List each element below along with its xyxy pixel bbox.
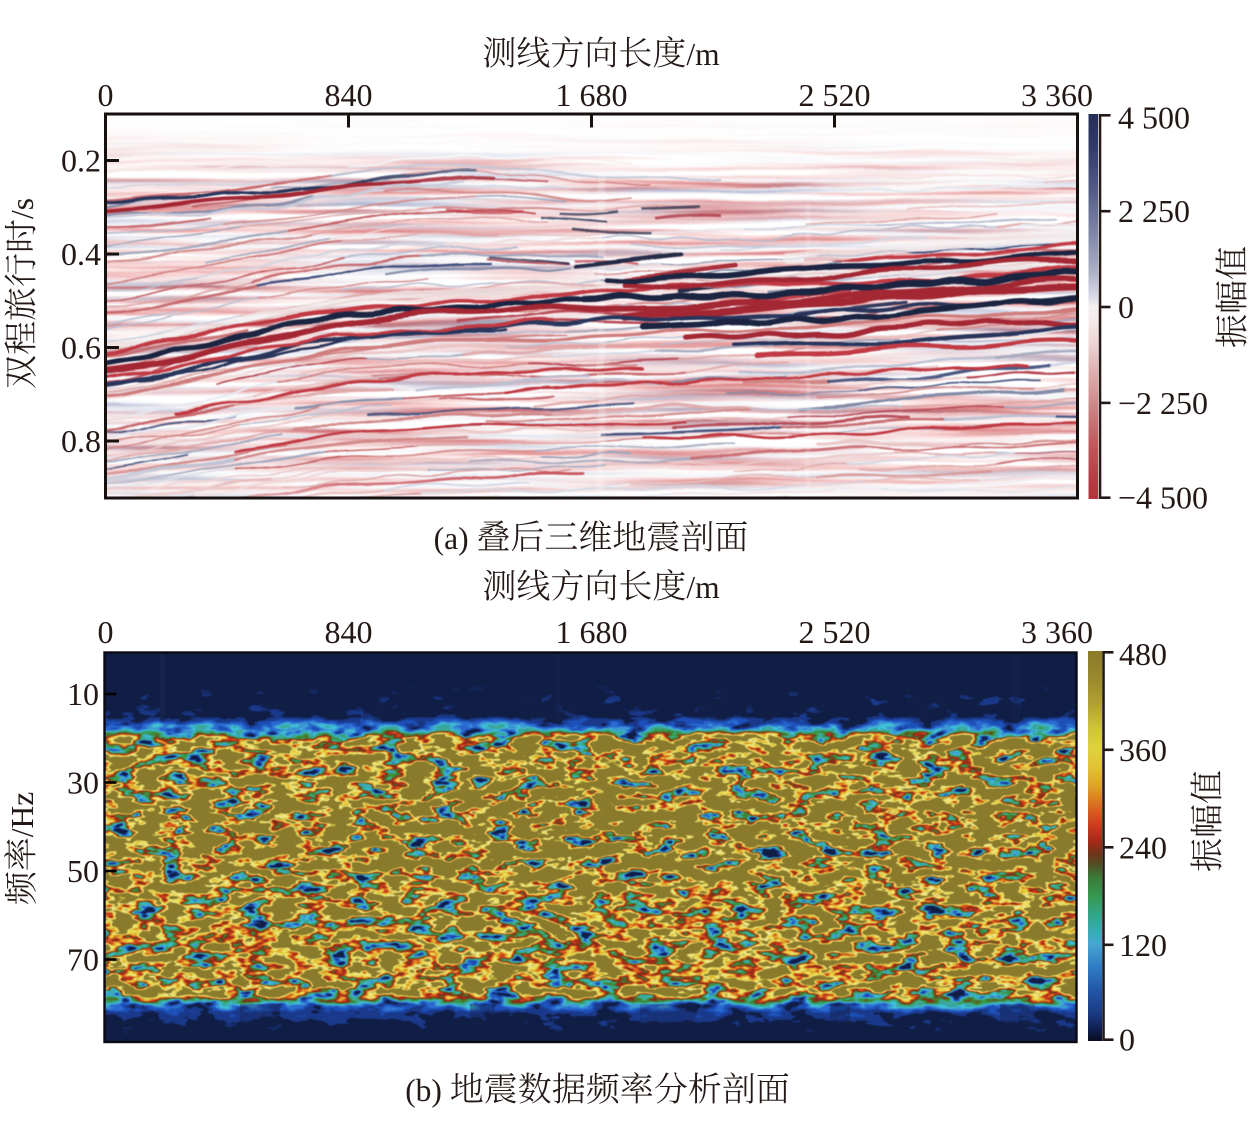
svg-text:/Hz: /Hz	[5, 792, 40, 838]
svg-text:10: 10	[67, 676, 99, 712]
svg-text:70: 70	[67, 942, 99, 978]
svg-text:0.4: 0.4	[61, 236, 101, 272]
svg-text:0: 0	[1118, 289, 1134, 325]
svg-text:2 250: 2 250	[1118, 193, 1190, 229]
svg-text:840: 840	[325, 77, 373, 113]
svg-text:2 520: 2 520	[799, 614, 871, 650]
svg-text:/m: /m	[686, 570, 720, 605]
svg-text:(b): (b)	[405, 1073, 442, 1108]
svg-text:0.8: 0.8	[61, 423, 101, 459]
svg-text:/s: /s	[5, 198, 40, 219]
svg-text:120: 120	[1119, 927, 1167, 963]
svg-text:1 680: 1 680	[556, 614, 628, 650]
svg-text:480: 480	[1119, 636, 1167, 672]
svg-text:0: 0	[98, 614, 114, 650]
svg-text:0.2: 0.2	[61, 143, 101, 179]
svg-text:/m: /m	[686, 37, 720, 72]
svg-text:840: 840	[325, 614, 373, 650]
svg-text:3 360: 3 360	[1021, 614, 1093, 650]
svg-text:−4 500: −4 500	[1118, 480, 1208, 516]
svg-text:240: 240	[1119, 829, 1167, 865]
svg-text:50: 50	[67, 853, 99, 889]
svg-text:−2 250: −2 250	[1118, 385, 1208, 421]
svg-text:4 500: 4 500	[1118, 100, 1190, 136]
svg-text:0: 0	[98, 77, 114, 113]
svg-text:1 680: 1 680	[556, 77, 628, 113]
svg-text:(a): (a)	[434, 521, 469, 556]
svg-text:0: 0	[1119, 1022, 1135, 1058]
svg-text:3 360: 3 360	[1021, 77, 1093, 113]
svg-text:0.6: 0.6	[61, 330, 101, 366]
svg-text:2 520: 2 520	[799, 77, 871, 113]
svg-text:360: 360	[1119, 732, 1167, 768]
svg-text:30: 30	[67, 765, 99, 801]
